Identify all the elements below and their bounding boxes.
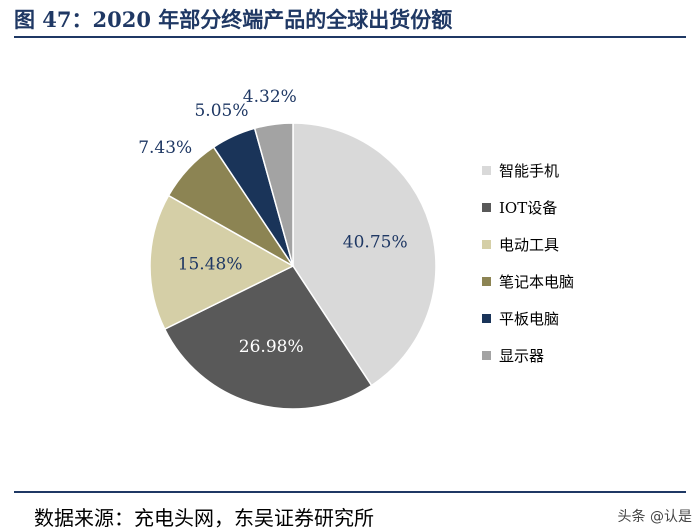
page-title: 图 47：2020 年部分终端产品的全球出货份额 xyxy=(14,7,453,32)
legend-label-2: IOT设备 xyxy=(499,199,557,217)
data-label-4: 7.43% xyxy=(138,138,192,158)
pie-slice-2 xyxy=(163,265,373,410)
data-label-3: 15.48% xyxy=(178,255,243,275)
legend-swatch-2 xyxy=(482,203,491,212)
legend-label-6: 显示器 xyxy=(499,347,544,365)
legend-label-1: 智能手机 xyxy=(499,162,559,180)
pie-slice-6 xyxy=(253,122,294,267)
legend-swatch-6 xyxy=(482,351,491,360)
legend-label-4: 笔记本电脑 xyxy=(499,273,574,291)
data-label-2: 26.98% xyxy=(239,337,304,357)
pie-data-labels: 40.75% 26.98% 15.48% 7.43%5.05%4.32% xyxy=(138,87,407,357)
pie-chart: 40.75% 26.98% 15.48% 7.43%5.05%4.32% 智能手机 IO… xyxy=(138,87,574,410)
legend-label-5: 平板电脑 xyxy=(499,310,559,328)
pie-slices xyxy=(149,122,437,410)
legend-label-3: 电动工具 xyxy=(499,236,559,254)
legend-swatch-4 xyxy=(482,277,491,286)
watermark: 头条 @认是 xyxy=(617,509,692,525)
title-divider xyxy=(14,36,686,38)
pie-slice-3 xyxy=(149,194,295,331)
data-label-6: 4.32% xyxy=(243,87,297,107)
data-label-5: 5.05% xyxy=(194,101,248,121)
legend-swatch-3 xyxy=(482,240,491,249)
footer-divider xyxy=(14,491,686,493)
legend-swatch-1 xyxy=(482,166,491,175)
legend-swatch-5 xyxy=(482,314,491,323)
data-source-note: 数据来源：充电头网，东吴证券研究所 xyxy=(34,506,374,530)
data-label-1: 40.75% xyxy=(343,232,408,252)
